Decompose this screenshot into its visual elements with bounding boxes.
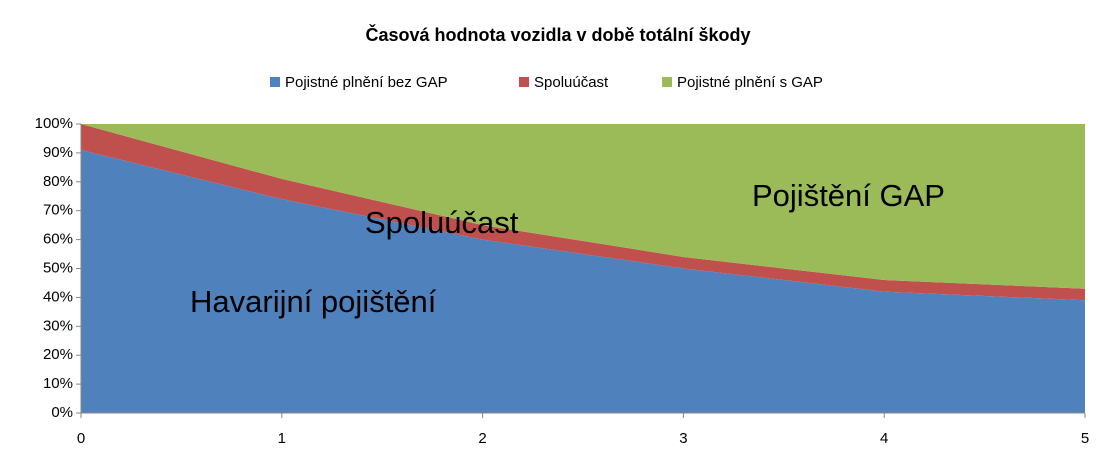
x-tick-label: 1 [278,430,286,447]
area [81,150,1085,413]
y-tick-label: 0% [51,404,73,421]
area [81,124,1085,289]
y-tick-label: 50% [43,259,73,276]
y-tick-label: 90% [43,144,73,161]
y-tick-label: 40% [43,288,73,305]
legend-swatch [270,77,280,87]
legend-label: Pojistné plnění s GAP [677,74,823,91]
legend-label: Spoluúčast [534,74,609,91]
annotation: Havarijní pojištění [190,284,437,319]
annotation: Pojištění GAP [752,178,945,213]
x-tick-label: 0 [77,430,85,447]
x-tick-label: 5 [1081,430,1089,447]
chart-title: Časová hodnota vozidla v době totální šk… [365,24,750,45]
y-tick-label: 70% [43,202,73,219]
y-tick-label: 100% [35,115,73,132]
y-tick-label: 20% [43,346,73,363]
legend-swatch [519,77,529,87]
annotation: Spoluúčast [365,205,519,240]
x-tick-label: 4 [880,430,888,447]
y-tick-label: 80% [43,173,73,190]
y-tick-label: 60% [43,231,73,248]
y-tick-label: 10% [43,375,73,392]
legend-label: Pojistné plnění bez GAP [285,74,448,91]
y-tick-label: 30% [43,317,73,334]
x-tick-label: 2 [478,430,486,447]
x-tick-label: 3 [679,430,687,447]
legend-swatch [662,77,672,87]
